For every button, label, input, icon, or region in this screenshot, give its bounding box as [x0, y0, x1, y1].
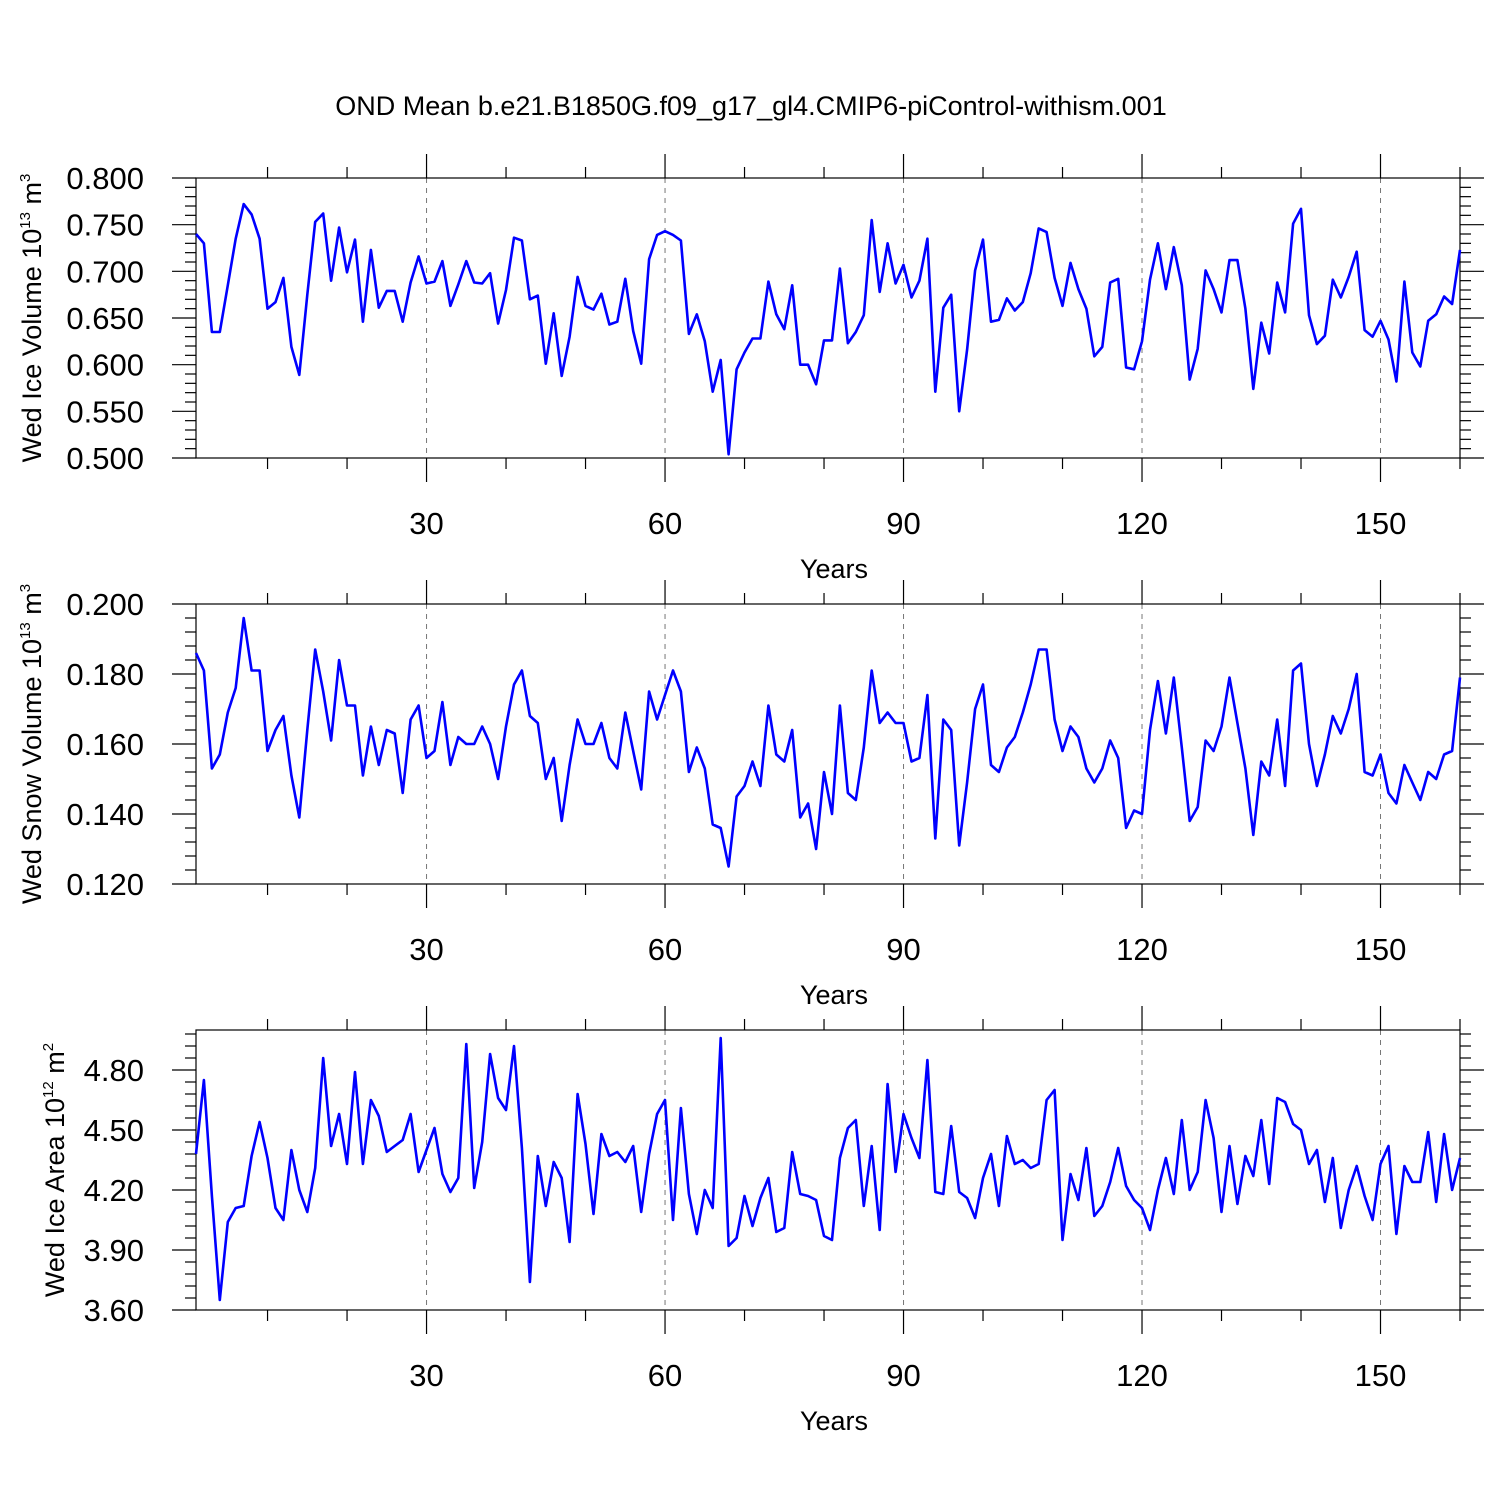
x-tick-label: 120	[1116, 506, 1168, 541]
y-axis-label: Wed Ice Area 1012 m2	[40, 1043, 70, 1297]
plot-frame	[195, 177, 1461, 459]
y-tick-label: 4.20	[84, 1173, 144, 1208]
y-tick-label: 3.60	[84, 1293, 144, 1328]
x-tick-label: 60	[648, 506, 682, 541]
y-tick-label: 0.180	[66, 657, 144, 692]
y-tick-label: 4.80	[84, 1053, 144, 1088]
panel-top: 30 60 90 120 150 0.500 0.550 0.600 0.650 0.700 0.7…	[17, 154, 1484, 584]
x-tick-label: 150	[1355, 932, 1407, 967]
plot-frame	[195, 603, 1461, 885]
y-tick-label: 0.120	[66, 867, 144, 902]
x-tick-label: 90	[886, 1358, 920, 1393]
x-tick-label: 30	[409, 506, 443, 541]
chart-title: OND Mean b.e21.B1850G.f09_g17_gl4.CMIP6-…	[335, 91, 1166, 121]
x-tick-label: 120	[1116, 1358, 1168, 1393]
y-tick-label: 0.160	[66, 727, 144, 762]
x-axis-label: Years	[800, 980, 868, 1010]
panel-middle: 30 60 90 120 150 0.120 0.140 0.160 0.180 0.200 Yea…	[17, 580, 1484, 1010]
y-tick-label: 0.650	[66, 301, 144, 336]
y-tick-label: 4.50	[84, 1113, 144, 1148]
x-tick-label: 90	[886, 506, 920, 541]
y-tick-label: 0.200	[66, 587, 144, 622]
x-tick-label: 120	[1116, 932, 1168, 967]
plot-frame	[195, 1029, 1461, 1311]
x-tick-label: 30	[409, 932, 443, 967]
y-tick-label: 3.90	[84, 1233, 144, 1268]
y-tick-label: 0.700	[66, 254, 144, 289]
x-tick-label: 30	[409, 1358, 443, 1393]
y-tick-label: 0.500	[66, 441, 144, 476]
x-tick-label: 60	[648, 1358, 682, 1393]
y-axis-label: Wed Ice Volume 1013 m3	[17, 174, 47, 463]
y-axis-label: Wed Snow Volume 1013 m3	[17, 584, 47, 904]
panels: 30 60 90 120 150 0.500 0.550 0.600 0.650 0.700 0.7…	[17, 154, 1484, 1436]
series-line	[195, 202, 1462, 456]
x-axis-label: Years	[800, 554, 868, 584]
panel-bottom: 30 60 90 120 150 3.60 3.90 4.20 4.50 4.80 Years Wed…	[40, 1006, 1484, 1436]
y-tick-label: 0.800	[66, 161, 144, 196]
series-line	[194, 1036, 1462, 1302]
x-tick-label: 90	[886, 932, 920, 967]
y-tick-label: 0.550	[66, 394, 144, 429]
x-tick-label: 60	[648, 932, 682, 967]
x-axis-label: Years	[800, 1406, 868, 1436]
x-tick-label: 150	[1355, 506, 1407, 541]
y-tick-label: 0.600	[66, 348, 144, 383]
series-line	[194, 616, 1462, 868]
y-tick-label: 0.750	[66, 208, 144, 243]
x-tick-label: 150	[1355, 1358, 1407, 1393]
y-tick-label: 0.140	[66, 797, 144, 832]
